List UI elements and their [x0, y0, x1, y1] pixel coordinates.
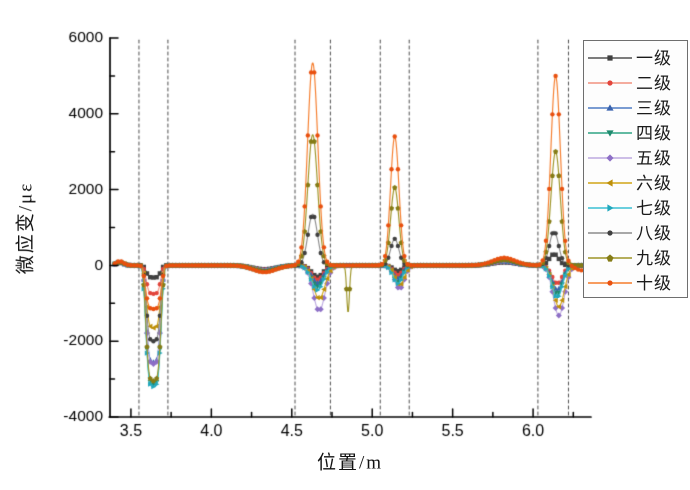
circle-marker-icon — [607, 79, 613, 86]
legend-line-sample — [587, 251, 633, 263]
legend-box: 一级二级三级四级五级六级七级八级九级十级 — [583, 40, 688, 298]
triangle-right-marker-icon — [607, 203, 614, 212]
pentagon-marker-icon — [606, 253, 614, 262]
square-marker-icon — [607, 54, 613, 61]
legend-item-label: 八级 — [636, 224, 672, 243]
legend-item-level-10: 十级 — [584, 270, 687, 293]
legend-item-label: 十级 — [636, 274, 672, 293]
legend-item-level-6: 六级 — [584, 170, 687, 193]
circle-marker-icon — [607, 279, 613, 286]
legend-line-sample — [587, 101, 633, 113]
legend-item-label: 五级 — [636, 149, 672, 168]
legend-item-label: 七级 — [636, 199, 672, 218]
legend-line-sample — [587, 226, 633, 238]
legend-item-label: 三级 — [636, 99, 672, 118]
legend-item-level-1: 一级 — [584, 45, 687, 68]
diamond-marker-icon — [606, 153, 614, 162]
legend-line-sample — [587, 51, 633, 63]
legend-item-label: 一级 — [636, 49, 672, 68]
legend-item-label: 二级 — [636, 74, 672, 93]
legend-line-sample — [587, 176, 633, 188]
triangle-up-marker-icon — [606, 103, 614, 111]
triangle-down-marker-icon — [606, 129, 614, 137]
legend-line-sample — [587, 76, 633, 88]
y-axis-title: 微应变/με — [15, 181, 37, 275]
legend-line-sample — [587, 126, 633, 138]
x-axis-title: 位置/m — [316, 452, 384, 474]
triangle-left-marker-icon — [606, 178, 613, 187]
legend-item-label: 六级 — [636, 174, 672, 193]
legend-line-sample — [587, 276, 633, 288]
legend-item-level-7: 七级 — [584, 195, 687, 218]
legend-item-level-4: 四级 — [584, 120, 687, 143]
legend-item-level-2: 二级 — [584, 70, 687, 93]
legend-item-level-3: 三级 — [584, 95, 687, 118]
legend-line-sample — [587, 201, 633, 213]
legend-item-level-5: 五级 — [584, 145, 687, 168]
legend-item-label: 四级 — [636, 124, 672, 143]
legend-item-label: 九级 — [636, 249, 672, 268]
legend-item-level-8: 八级 — [584, 220, 687, 243]
circle-marker-icon — [607, 229, 613, 236]
legend-item-level-9: 九级 — [584, 245, 687, 268]
legend-line-sample — [587, 151, 633, 163]
